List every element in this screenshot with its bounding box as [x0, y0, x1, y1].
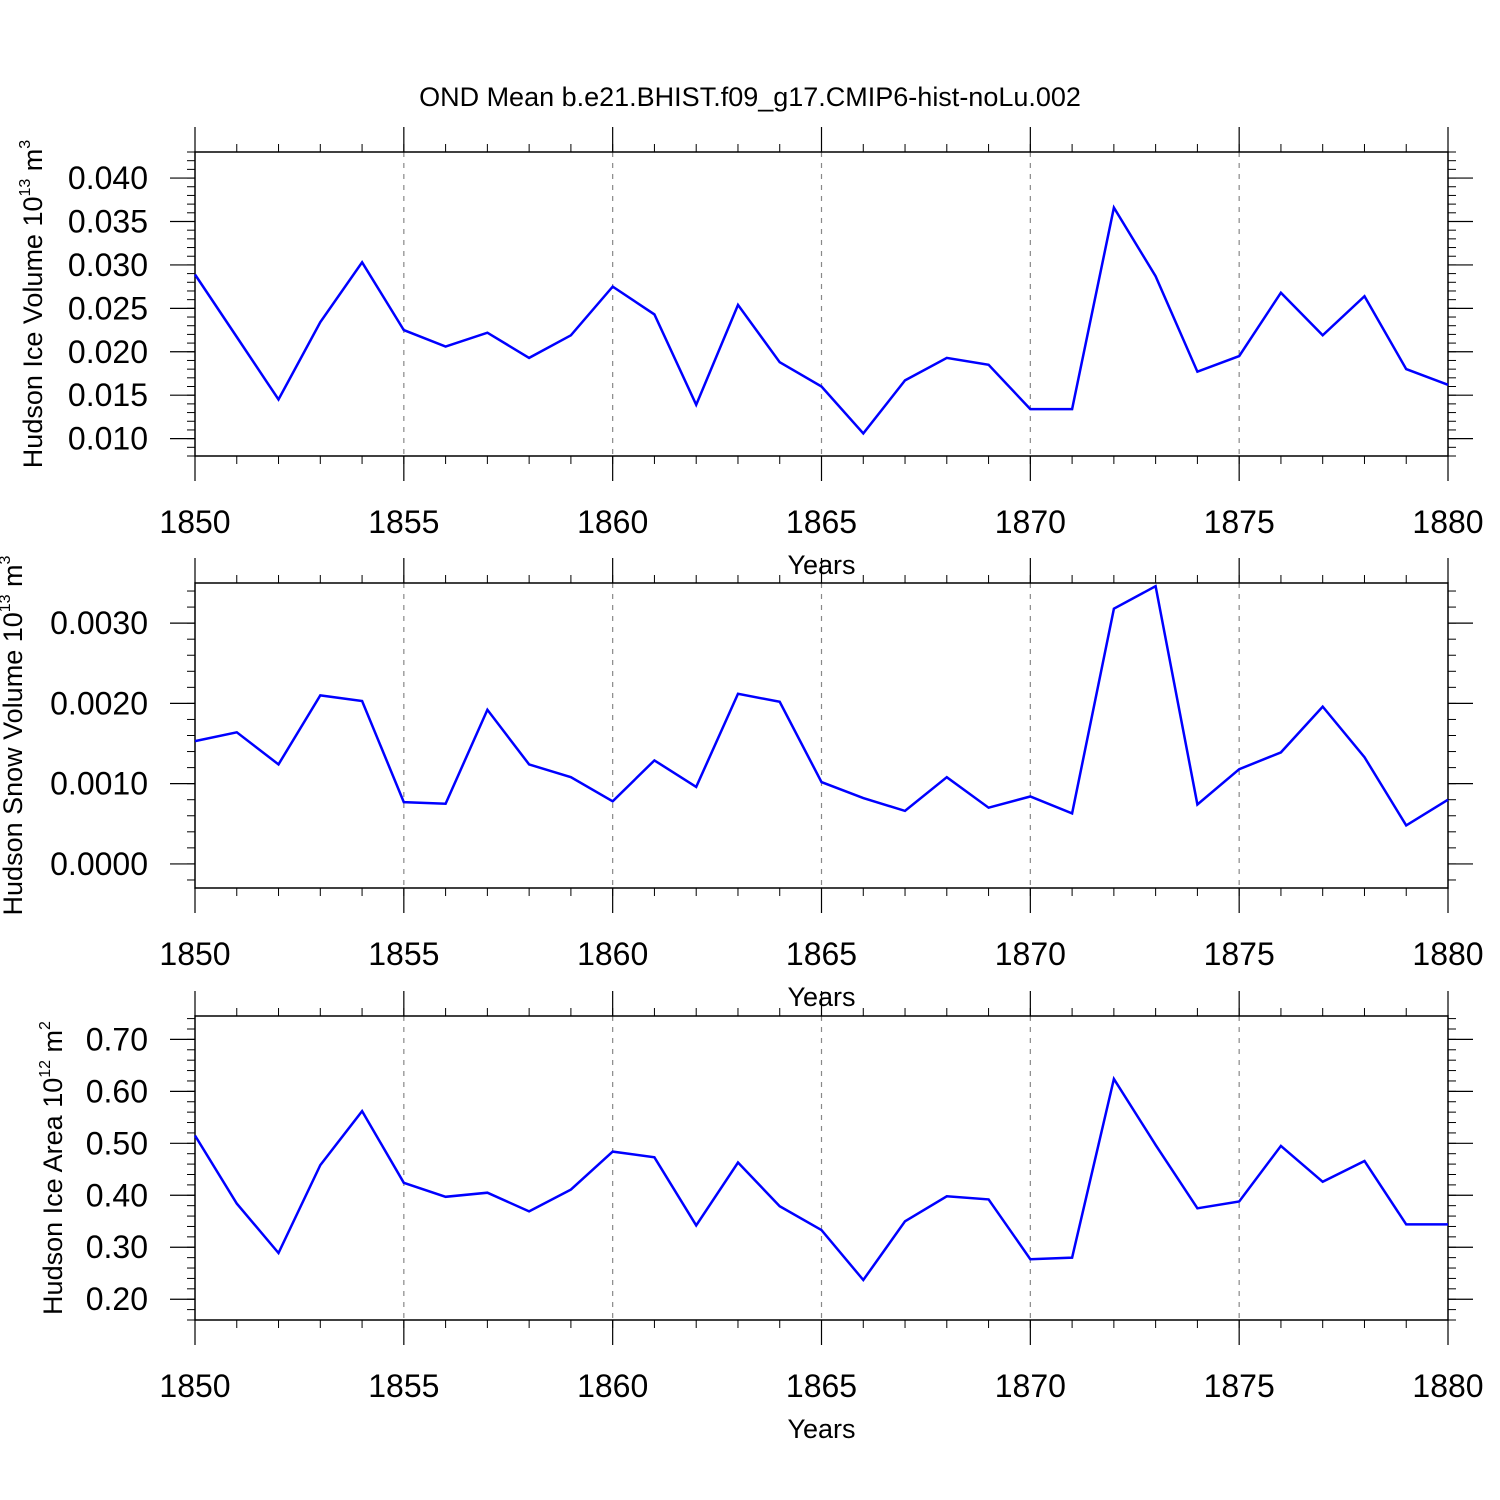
y-tick-label: 0.60 [86, 1073, 148, 1109]
x-axis-label: Years [787, 1414, 855, 1444]
x-tick-label: 1855 [368, 504, 439, 540]
x-tick-label: 1875 [1204, 936, 1275, 972]
x-tick-label: 1850 [159, 1368, 230, 1404]
y-tick-label: 0.30 [86, 1229, 148, 1265]
y-axis-label-exponent: 13 [17, 179, 34, 197]
y-axis-label-main: Hudson Ice Area 10 [38, 1078, 68, 1315]
x-tick-label: 1870 [995, 1368, 1066, 1404]
y-tick-label: 0.025 [68, 290, 148, 326]
y-axis-label-unit: m [18, 149, 48, 179]
y-tick-label: 0.035 [68, 203, 148, 239]
y-tick-label: 0.70 [86, 1021, 148, 1057]
y-tick-label: 0.0030 [50, 605, 148, 641]
y-axis-label-unit-exponent: 3 [17, 140, 34, 149]
y-tick-label: 0.030 [68, 247, 148, 283]
y-tick-label: 0.40 [86, 1177, 148, 1213]
y-tick-label: 0.20 [86, 1281, 148, 1317]
y-axis-label-unit-exponent: 3 [0, 555, 14, 564]
x-tick-label: 1850 [159, 504, 230, 540]
x-tick-label: 1880 [1412, 1368, 1483, 1404]
x-tick-label: 1870 [995, 936, 1066, 972]
x-tick-label: 1865 [786, 1368, 857, 1404]
series-line [193, 1075, 1448, 1283]
y-tick-label: 0.50 [86, 1125, 148, 1161]
y-tick-label: 0.0000 [50, 846, 148, 882]
y-axis-label: Hudson Ice Volume 1013 m3 [17, 140, 48, 468]
y-axis-label-exponent: 13 [0, 594, 14, 612]
x-tick-label: 1860 [577, 936, 648, 972]
panel-2: 1850 1855 1860 1865 1870 1875 1880 0.0000 0.0010… [0, 555, 1484, 1012]
y-axis-label: Hudson Snow Volume 1013 m3 [0, 555, 28, 915]
y-tick-label: 0.020 [68, 334, 148, 370]
y-tick-label: 0.015 [68, 377, 148, 413]
y-axis-label-unit-exponent: 2 [37, 1021, 54, 1030]
y-tick-label: 0.0010 [50, 766, 148, 802]
y-axis-label-unit: m [38, 1030, 68, 1060]
y-axis-label-unit: m [0, 564, 28, 594]
y-axis-label-main: Hudson Ice Volume 10 [18, 197, 48, 469]
y-axis-label-exponent: 12 [37, 1060, 54, 1078]
x-tick-label: 1865 [786, 504, 857, 540]
y-axis-label-main: Hudson Snow Volume 10 [0, 612, 28, 915]
x-tick-label: 1860 [577, 1368, 648, 1404]
series-line [194, 584, 1449, 828]
y-axis-label: Hudson Ice Area 1012 m2 [37, 1021, 68, 1315]
x-tick-label: 1855 [368, 1368, 439, 1404]
x-tick-label: 1875 [1204, 1368, 1275, 1404]
x-tick-label: 1870 [995, 504, 1066, 540]
chart-title: OND Mean b.e21.BHIST.f09_g17.CMIP6-hist-… [419, 82, 1081, 112]
panel-1: 1850 1855 1860 1865 1870 1875 1880 0.010 0.015 0.… [17, 127, 1484, 580]
x-tick-label: 1880 [1412, 504, 1483, 540]
y-tick-label: 0.040 [68, 160, 148, 196]
x-tick-label: 1860 [577, 504, 648, 540]
series-line [193, 204, 1449, 436]
x-tick-label: 1850 [159, 936, 230, 972]
x-tick-label: 1865 [786, 936, 857, 972]
y-tick-label: 0.0020 [50, 685, 148, 721]
panel-3: 1850 1855 1860 1865 1870 1875 1880 0.20 0.30 0.40… [37, 991, 1484, 1444]
x-tick-label: 1875 [1204, 504, 1275, 540]
x-tick-label: 1880 [1412, 936, 1483, 972]
panels: 1850 1855 1860 1865 1870 1875 1880 0.010 0.015 0.… [0, 127, 1484, 1444]
x-tick-label: 1855 [368, 936, 439, 972]
y-tick-label: 0.010 [68, 421, 148, 457]
